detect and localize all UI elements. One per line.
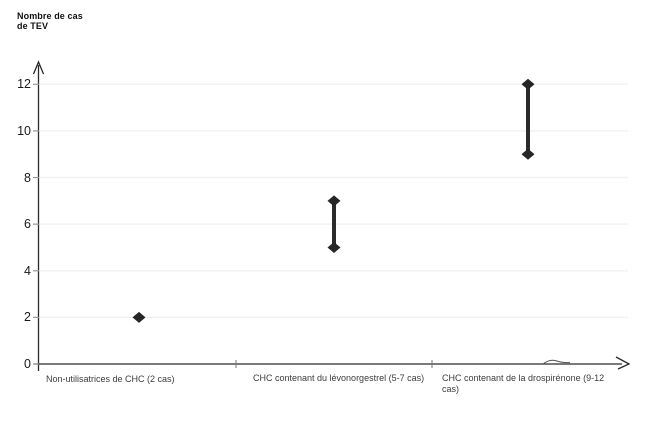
x-axis-arrow-icon xyxy=(615,356,631,370)
data-point-marker xyxy=(327,241,341,253)
y-tick-label: 6 xyxy=(24,217,31,232)
y-axis-title-line2: de TEV xyxy=(17,21,49,31)
data-point-marker xyxy=(327,195,341,207)
category-label-non-utilisatrices: Non-utilisatrices de CHC (2 cas) xyxy=(46,374,175,384)
y-tick-label: 0 xyxy=(24,357,31,371)
data-point-marker xyxy=(521,148,535,160)
y-axis-title: Nombre de cas de TEV xyxy=(17,11,83,31)
data-point-marker xyxy=(521,78,535,90)
data-point-marker xyxy=(132,311,146,323)
y-axis-arrow-icon xyxy=(32,60,45,75)
y-tick-label: 12 xyxy=(17,77,31,92)
y-axis-title-line1: Nombre de cas xyxy=(17,11,83,21)
y-tick-label: 10 xyxy=(17,123,31,138)
category-label-levonorgestrel: CHC contenant du lévonorgestrel (5-7 cas… xyxy=(253,373,425,383)
category-label-drospirenone: CHC contenant de la drospirénone (9-12 c… xyxy=(442,373,605,394)
axis-squiggle-mark xyxy=(542,359,571,365)
y-tick-label: 4 xyxy=(24,263,31,278)
y-tick-label: 8 xyxy=(24,170,31,185)
y-tick-label: 2 xyxy=(24,310,31,325)
